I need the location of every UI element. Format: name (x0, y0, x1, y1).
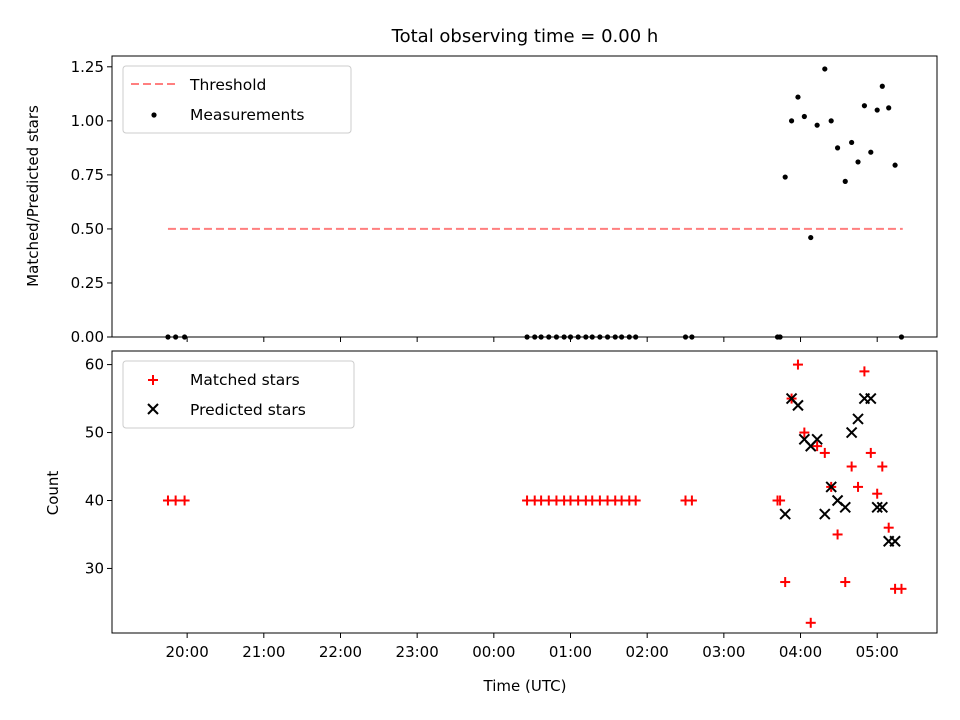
matched-star-point (832, 529, 843, 540)
legend-measurements-swatch (151, 112, 157, 118)
bottom-legend: Matched stars Predicted stars (122, 360, 355, 429)
measurement-point (886, 105, 892, 111)
bottom-axes-frame (111, 350, 938, 634)
y-tick-label: 0.00 (71, 328, 104, 346)
matched-star-point (819, 447, 830, 458)
matched-star-point (846, 461, 857, 472)
matched-star-point (630, 495, 641, 506)
legend-predicted-swatch (147, 403, 159, 415)
matched-star-point (812, 441, 823, 452)
measurement-point (801, 113, 807, 120)
legend-predicted-label: Predicted stars (190, 401, 306, 419)
x-tick-label: 21:00 (242, 643, 285, 661)
measurement-point (842, 178, 848, 184)
x-tick-label: 03:00 (702, 643, 745, 661)
matched-star-point (686, 495, 697, 506)
predicted-star-point (819, 508, 831, 520)
measurement-point (892, 162, 898, 168)
predicted-star-point (779, 508, 791, 520)
x-tick-label: 01:00 (549, 643, 592, 661)
measurement-point (808, 234, 814, 241)
x-tick-label: 04:00 (779, 643, 822, 661)
matched-star-point (179, 495, 190, 506)
y-tick-label: 60 (85, 356, 104, 374)
matched-star-point (859, 366, 870, 377)
measurement-point (795, 94, 801, 100)
y-tick-label: 1.00 (71, 112, 104, 130)
predicted-star-point (871, 501, 883, 513)
x-tick-label: 23:00 (396, 643, 439, 661)
measurement-point (822, 66, 828, 72)
predicted-star-point (825, 481, 837, 493)
top-panel: 0.00 0.25 0.50 0.75 1.00 1.25 Matched/Predict… (24, 55, 938, 346)
y-tick-label: 0.50 (71, 220, 104, 238)
matched-star-point (872, 488, 883, 499)
x-tick-label: 02:00 (626, 643, 669, 661)
legend-matched-swatch (148, 375, 158, 385)
measurement-point (814, 122, 820, 128)
bottom-y-ticks: 30 40 50 60 (85, 356, 112, 577)
measurement-point (834, 145, 841, 151)
matched-star-point (883, 522, 894, 533)
x-axis-label: Time (UTC) (483, 677, 567, 695)
matched-star-point (775, 495, 786, 506)
matched-star-point (780, 577, 791, 588)
predicted-star-point (852, 413, 864, 425)
y-tick-label: 0.25 (71, 274, 104, 292)
bottom-marks (162, 359, 907, 628)
measurement-point (782, 174, 788, 180)
y-tick-label: 30 (85, 559, 104, 577)
legend-measurements-label: Measurements (190, 106, 305, 124)
top-y-ticks: 0.00 0.25 0.50 0.75 1.00 1.25 (71, 58, 112, 346)
predicted-star-point (889, 535, 901, 547)
measurement-point (828, 118, 834, 124)
predicted-star-point (845, 426, 858, 439)
predicted-star-point (876, 501, 889, 513)
chart-title: Total observing time = 0.00 h (391, 26, 659, 47)
y-tick-label: 1.25 (71, 58, 104, 76)
top-y-axis-label: Matched/Predicted stars (24, 105, 42, 287)
measurement-point (861, 103, 868, 109)
y-tick-label: 50 (85, 424, 104, 442)
measurement-point (874, 107, 880, 113)
matched-star-point (805, 617, 816, 628)
legend-threshold-label: Threshold (189, 76, 266, 94)
x-tick-label: 22:00 (319, 643, 362, 661)
matched-star-point (799, 427, 810, 438)
matched-star-point (170, 495, 181, 506)
measurement-point (849, 139, 855, 146)
predicted-star-point (865, 392, 877, 405)
predicted-star-point (811, 433, 823, 446)
y-tick-label: 0.75 (71, 166, 104, 184)
x-tick-label: 20:00 (166, 643, 209, 661)
top-x-ticks (186, 337, 878, 342)
top-legend-box (122, 65, 352, 134)
matched-star-point (865, 447, 876, 458)
measurement-point (788, 118, 795, 124)
bottom-x-ticks: 20:00 21:00 22:00 23:00 00:00 01:00 02:00 03:00… (166, 633, 899, 661)
top-legend: Threshold Measurements (122, 65, 352, 134)
matched-star-point (840, 577, 851, 588)
x-tick-label: 00:00 (472, 643, 515, 661)
predicted-star-point (839, 501, 851, 513)
measurement-point (855, 159, 861, 165)
matched-star-point (877, 461, 888, 472)
predicted-star-point (792, 399, 804, 412)
bottom-y-axis-label: Count (44, 471, 62, 516)
legend-matched-label: Matched stars (190, 371, 300, 389)
matched-star-point (853, 481, 864, 492)
matched-star-point (896, 583, 907, 594)
bottom-panel: 30 40 50 60 20:00 21:00 22:00 23:00 00:00 01:00 0… (44, 350, 938, 695)
measurement-point (879, 83, 885, 89)
y-tick-label: 40 (85, 491, 104, 509)
x-tick-label: 05:00 (856, 643, 899, 661)
bottom-legend-box (122, 360, 355, 429)
measurement-point (868, 149, 874, 155)
top-axes-frame (111, 55, 938, 338)
matched-star-point (792, 359, 803, 370)
